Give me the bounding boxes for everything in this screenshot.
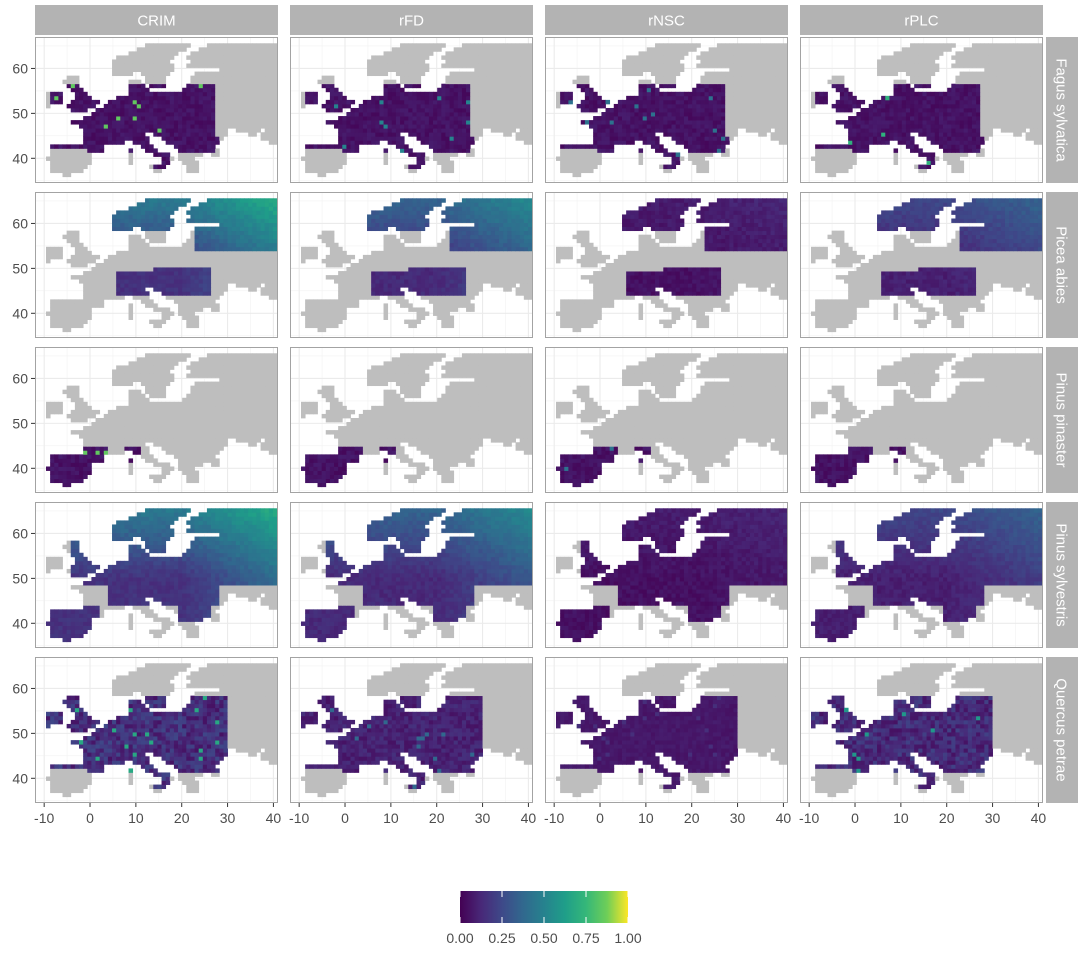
x-tick-label: 0 — [341, 810, 349, 826]
y-tick-label: 60 — [12, 60, 28, 76]
x-tick-label: 20 — [174, 810, 190, 826]
y-tick-label: 50 — [12, 570, 28, 586]
y-tick-label: 60 — [12, 370, 28, 386]
map-panel-quercus-petrae-rnsc — [545, 657, 788, 803]
map-panel-pinus-pinaster-crim — [35, 347, 278, 493]
y-tick-label: 40 — [12, 770, 28, 786]
y-tick-label: 40 — [12, 150, 28, 166]
map-panel-pinus-sylvestris-rfd — [290, 502, 533, 648]
x-tick-label: 40 — [266, 810, 282, 826]
x-tick-label: 10 — [383, 810, 399, 826]
row-strips: Fagus sylvatica Picea abies Pinus pinaster… — [1046, 37, 1078, 803]
map-panel-quercus-petrae-rplc — [800, 657, 1043, 803]
x-tick-label: 20 — [429, 810, 445, 826]
row-label-fagus-sylvatica: Fagus sylvatica — [1053, 58, 1070, 162]
y-tick-label: 50 — [12, 725, 28, 741]
column-label-rfd: rFD — [399, 13, 424, 30]
map-panels — [35, 37, 1043, 803]
y-tick-label: 40 — [12, 305, 28, 321]
map-panel-pinus-pinaster-rnsc — [545, 347, 788, 493]
x-tick-label: 20 — [939, 810, 955, 826]
x-tick-label: -10 — [799, 810, 819, 826]
row-label-pinus-pinaster: Pinus pinaster — [1053, 372, 1070, 467]
legend-label: 0.25 — [488, 930, 515, 946]
x-tick-label: 40 — [521, 810, 537, 826]
map-panel-fagus-sylvatica-crim — [35, 37, 278, 183]
map-panel-fagus-sylvatica-rfd — [290, 37, 533, 183]
map-panel-picea-abies-crim — [35, 192, 278, 338]
y-tick-label: 50 — [12, 260, 28, 276]
row-label-picea-abies: Picea abies — [1053, 226, 1070, 304]
map-panel-picea-abies-rnsc — [545, 192, 788, 338]
map-panel-picea-abies-rplc — [800, 192, 1043, 338]
x-tick-label: -10 — [34, 810, 54, 826]
map-panel-fagus-sylvatica-rnsc — [545, 37, 788, 183]
map-panel-quercus-petrae-crim — [35, 657, 278, 803]
x-tick-label: 20 — [684, 810, 700, 826]
x-tick-label: 30 — [730, 810, 746, 826]
legend-label: 0.75 — [572, 930, 599, 946]
x-tick-label: 0 — [86, 810, 94, 826]
x-tick-label: 30 — [985, 810, 1001, 826]
legend-label: 0.00 — [446, 930, 473, 946]
map-panel-quercus-petrae-rfd — [290, 657, 533, 803]
map-panel-fagus-sylvatica-rplc — [800, 37, 1043, 183]
map-panel-pinus-pinaster-rfd — [290, 347, 533, 493]
x-tick-label: 10 — [128, 810, 144, 826]
y-tick-label: 60 — [12, 680, 28, 696]
x-tick-label: 40 — [1031, 810, 1047, 826]
x-tick-label: 0 — [851, 810, 859, 826]
x-tick-label: -10 — [544, 810, 564, 826]
x-tick-label: -10 — [289, 810, 309, 826]
column-label-rnsc: rNSC — [648, 13, 685, 30]
y-tick-label: 60 — [12, 525, 28, 541]
y-tick-label: 50 — [12, 105, 28, 121]
x-tick-label: 30 — [220, 810, 236, 826]
row-label-pinus-sylvestris: Pinus sylvestris — [1053, 523, 1070, 626]
color-legend: 0.00 0.25 0.50 0.75 1.00 — [446, 891, 641, 946]
y-tick-label: 50 — [12, 415, 28, 431]
x-tick-label: 10 — [893, 810, 909, 826]
map-panel-pinus-pinaster-rplc — [800, 347, 1043, 493]
x-tick-label: 30 — [475, 810, 491, 826]
map-panel-pinus-sylvestris-crim — [35, 502, 278, 648]
column-strips: CRIM rFD rNSC rPLC — [35, 5, 1043, 35]
column-label-crim: CRIM — [137, 13, 175, 30]
x-tick-label: 10 — [638, 810, 654, 826]
y-tick-label: 60 — [12, 215, 28, 231]
row-label-quercus-petrae: Quercus petrae — [1053, 678, 1070, 781]
map-panel-picea-abies-rfd — [290, 192, 533, 338]
x-tick-label: 0 — [596, 810, 604, 826]
map-panel-pinus-sylvestris-rnsc — [545, 502, 788, 648]
x-tick-label: 40 — [776, 810, 792, 826]
legend-label: 1.00 — [614, 930, 641, 946]
column-label-rplc: rPLC — [904, 13, 938, 30]
legend-label: 0.50 — [530, 930, 557, 946]
y-tick-label: 40 — [12, 460, 28, 476]
y-tick-label: 40 — [12, 615, 28, 631]
map-panel-pinus-sylvestris-rplc — [800, 502, 1043, 648]
